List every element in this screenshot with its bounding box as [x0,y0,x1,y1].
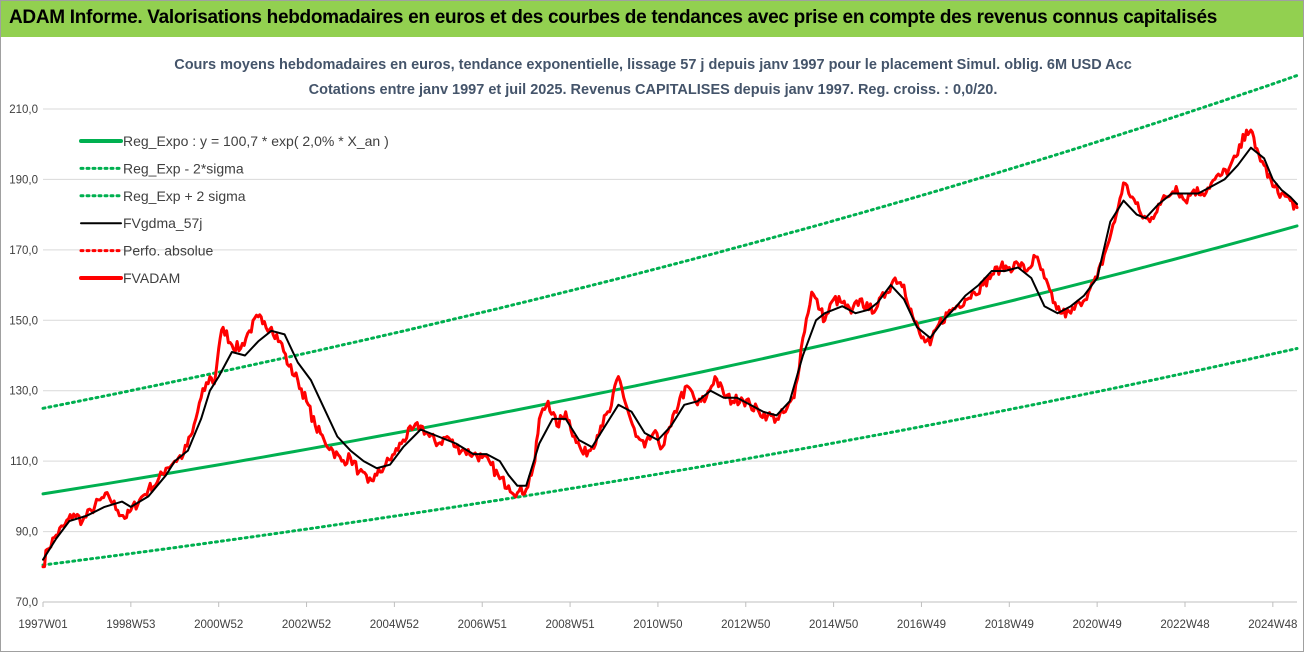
chart-subtitle: Cotations entre janv 1997 et juil 2025. … [309,82,998,98]
legend-label: FVADAM [123,270,180,286]
x-tick-label: 2024W48 [1248,619,1297,631]
y-tick-label: 110,0 [10,456,38,468]
y-tick-label: 130,0 [9,386,38,398]
y-tick-label: 90,0 [16,527,38,539]
series-reg-exp-2-sigma [41,74,1299,410]
x-tick-label: 2008W51 [545,619,594,631]
x-tick-label: 1997W01 [18,619,67,631]
series-fvgdma-57j [42,146,1298,561]
report-banner: ADAM Informe. Valorisations hebdomadaire… [1,1,1303,37]
x-tick-label: 2010W50 [633,619,682,631]
chart-legend: Reg_Expo : y = 100,7 * exp( 2,0% * X_an … [79,133,389,286]
price-chart: 70,0 90,0 110,0 130,0 150,0 170,0 190,0 210,0 19… [9,57,1299,631]
legend-label: Reg_Exp - 2*sigma [123,160,244,176]
x-tick-label: 2018W49 [985,619,1034,631]
legend-label: Reg_Exp + 2 sigma [123,188,246,204]
x-tick-label: 1998W53 [106,619,155,631]
legend-label: Reg_Expo : y = 100,7 * exp( 2,0% * X_an … [123,133,389,149]
x-tick-label: 2020W49 [1073,619,1122,631]
x-tick-label: 2022W48 [1160,619,1209,631]
y-tick-label: 210,0 [9,104,38,116]
report-title: ADAM Informe. Valorisations hebdomadaire… [9,7,1218,28]
chart-title: Cours moyens hebdomadaires en euros, ten… [174,57,1132,73]
y-tick-label: 150,0 [9,315,38,327]
y-tick-label: 170,0 [9,245,38,257]
x-tick-label: 2002W52 [282,619,331,631]
series-reg-exp-2-sigma [41,347,1299,567]
x-tick-label: 2006W51 [458,619,507,631]
legend-label: FVgdma_57j [123,215,202,231]
chart-titles: Cours moyens hebdomadaires en euros, ten… [174,57,1132,98]
x-tick-label: 2014W50 [809,619,858,631]
series-reg-expo-y-100-7-exp-2-0-x-an [41,224,1299,496]
x-tick-label: 2012W50 [721,619,770,631]
y-tick-label: 70,0 [16,597,38,609]
x-tick-label: 2016W49 [897,619,946,631]
x-tick-label: 2004W52 [370,619,419,631]
series-layer [41,74,1299,569]
y-tick-label: 190,0 [9,174,38,186]
x-tick-label: 2000W52 [194,619,243,631]
axes: 70,0 90,0 110,0 130,0 150,0 170,0 190,0 210,0 19… [9,104,1297,631]
legend-label: Perfo. absolue [123,243,213,259]
